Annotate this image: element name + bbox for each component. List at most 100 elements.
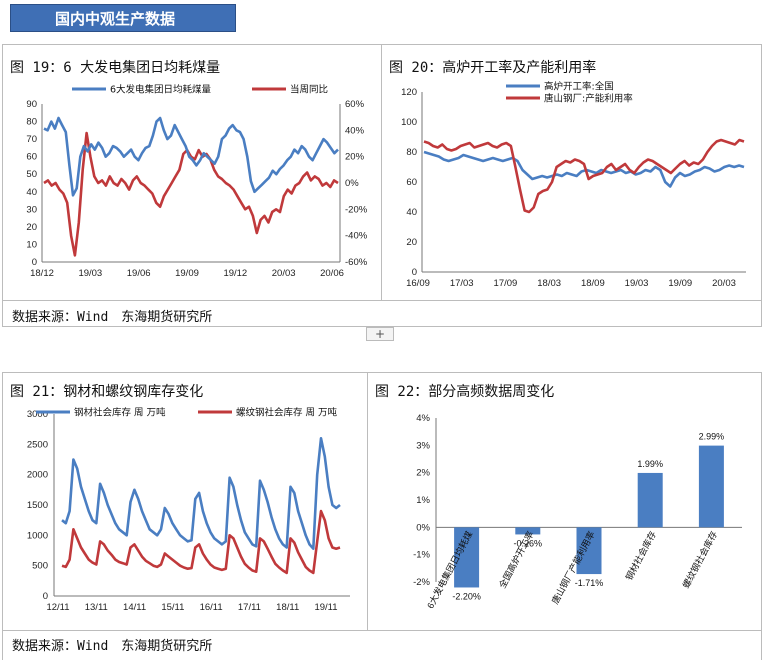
bar bbox=[515, 527, 541, 535]
y-tick-label: 500 bbox=[32, 561, 48, 572]
y-tick-label: 80 bbox=[26, 117, 37, 128]
y-tick-label: 1000 bbox=[27, 530, 48, 541]
data-source: 数据来源：Wind 东海期货研究所 bbox=[12, 639, 213, 654]
y2-tick-label: 40% bbox=[345, 125, 365, 136]
y-tick-label: 3% bbox=[416, 440, 430, 451]
x-tick-label: 20/03 bbox=[712, 278, 736, 289]
fig19-chart: 0 10 20 30 40 50 60 70 80 90 -60% -40% -20% 0% 20% 40% 6… bbox=[26, 84, 368, 280]
x-tick-label: 15/11 bbox=[161, 602, 184, 613]
y-tick-label: 1500 bbox=[27, 500, 48, 511]
x-tick-label: 19/03 bbox=[625, 278, 649, 289]
series-tangshan-line bbox=[423, 138, 745, 214]
y-tick-label: 0 bbox=[32, 257, 37, 268]
x-tick-label: 19/09 bbox=[175, 268, 199, 279]
add-row-button[interactable]: + bbox=[366, 327, 394, 341]
x-tick-label: 17/11 bbox=[238, 602, 261, 613]
divider bbox=[2, 44, 762, 45]
legend-yoy-label: 当周同比 bbox=[290, 84, 328, 96]
bar-value-label: -1.71% bbox=[575, 578, 604, 588]
x-tick-label: 18/03 bbox=[537, 278, 561, 289]
y-tick-label: 60 bbox=[26, 152, 37, 163]
y-tick-label: 90 bbox=[26, 99, 37, 110]
series-bf-rate-line bbox=[423, 150, 745, 188]
y-tick-label: 70 bbox=[26, 134, 37, 145]
x-tick-label: 16/09 bbox=[406, 278, 430, 289]
legend-rebar-label: 螺纹钢社会库存 周 万吨 bbox=[236, 407, 338, 419]
y-tick-label: 20 bbox=[406, 237, 417, 248]
y-tick-label: 4% bbox=[416, 413, 430, 424]
x-tick-label: 17/03 bbox=[450, 278, 474, 289]
y-tick-label: 2% bbox=[416, 468, 430, 479]
x-tick-label: 19/11 bbox=[314, 602, 337, 613]
x-tick-label: 19/03 bbox=[78, 268, 102, 279]
legend-bf-rate-label: 高炉开工率:全国 bbox=[544, 81, 614, 93]
legend-steel-label: 钢材社会库存 周 万吨 bbox=[74, 407, 166, 419]
divider bbox=[2, 630, 762, 631]
x-tick-label: 19/09 bbox=[668, 278, 692, 289]
x-tick-label: 19/06 bbox=[127, 268, 151, 279]
series-steel-inventory-line bbox=[61, 436, 341, 550]
y-tick-label: 1% bbox=[416, 495, 430, 506]
bar bbox=[454, 527, 480, 588]
divider bbox=[381, 44, 382, 300]
x-tick-label: 16/11 bbox=[200, 602, 223, 613]
fig21-title: 图 21：钢材和螺纹钢库存变化 bbox=[10, 384, 204, 400]
y-tick-label: 100 bbox=[401, 117, 417, 128]
fig21-chart: 0 500 1000 1500 2000 2500 3000 12/11 13/11 14/11 1… bbox=[27, 407, 350, 613]
divider bbox=[2, 372, 3, 660]
y-tick-label: -1% bbox=[413, 550, 430, 561]
x-tick-label: 20/03 bbox=[272, 268, 296, 279]
legend-coal-label: 6大发电集团日均耗煤量 bbox=[110, 84, 212, 96]
bar-value-label: 2.99% bbox=[699, 432, 725, 442]
category-label: 钢材社会库存 bbox=[623, 529, 658, 582]
fig22-title: 图 22：部分高频数据周变化 bbox=[375, 384, 555, 400]
fig20-chart: 0 20 40 60 80 100 120 16/09 17/03 17/09 18/03 18/09… bbox=[401, 81, 746, 289]
divider bbox=[2, 372, 762, 373]
fig19-title: 图 19：6 大发电集团日均耗煤量 bbox=[10, 60, 221, 76]
y2-tick-label: 60% bbox=[345, 99, 365, 110]
bar bbox=[637, 472, 663, 528]
y-tick-label: -2% bbox=[413, 577, 430, 588]
y-tick-label: 2500 bbox=[27, 439, 48, 450]
series-rebar-inventory-line bbox=[61, 509, 341, 575]
y-tick-label: 120 bbox=[401, 87, 417, 98]
y-tick-label: 0% bbox=[416, 522, 430, 533]
x-tick-label: 20/06 bbox=[320, 268, 344, 279]
data-source: 数据来源：Wind 东海期货研究所 bbox=[12, 310, 213, 325]
section-banner: 国内中观生产数据 bbox=[10, 4, 236, 32]
divider bbox=[2, 300, 762, 301]
fig20-title: 图 20：高炉开工率及产能利用率 bbox=[389, 60, 597, 76]
x-tick-label: 18/09 bbox=[581, 278, 605, 289]
y-tick-label: 20 bbox=[26, 222, 37, 233]
y-tick-label: 0 bbox=[43, 591, 48, 602]
category-label: 螺纹钢社会库存 bbox=[680, 529, 719, 590]
y-tick-label: 40 bbox=[406, 207, 417, 218]
divider bbox=[761, 44, 762, 326]
divider bbox=[2, 44, 3, 326]
y2-tick-label: 20% bbox=[345, 152, 365, 163]
y-tick-label: 40 bbox=[26, 187, 37, 198]
x-tick-label: 19/12 bbox=[223, 268, 247, 279]
bar bbox=[576, 527, 602, 575]
fig22-chart: -2%-1%0%1%2%3%4%-2.20%6大发电集团日均耗煤 -0.26%全国… bbox=[413, 413, 742, 610]
x-tick-label: 17/09 bbox=[494, 278, 518, 289]
x-tick-label: 18/12 bbox=[30, 268, 54, 279]
y-tick-label: 2000 bbox=[27, 470, 48, 481]
x-tick-label: 14/11 bbox=[123, 602, 146, 613]
bar-value-label: -2.20% bbox=[452, 591, 481, 601]
bar-value-label: 1.99% bbox=[637, 459, 663, 469]
bar bbox=[698, 445, 724, 528]
y2-tick-label: -40% bbox=[345, 231, 368, 242]
y-tick-label: 60 bbox=[406, 177, 417, 188]
y-tick-label: 10 bbox=[26, 239, 37, 250]
series-coal-line bbox=[43, 116, 339, 197]
x-tick-label: 13/11 bbox=[85, 602, 108, 613]
y-tick-label: 50 bbox=[26, 169, 37, 180]
legend-tangshan-label: 唐山钢厂:产能利用率 bbox=[544, 93, 633, 105]
bar-value-label: -0.26% bbox=[514, 538, 543, 548]
y2-tick-label: -60% bbox=[345, 257, 368, 268]
y-tick-label: 3000 bbox=[27, 409, 48, 420]
y2-tick-label: -20% bbox=[345, 204, 368, 215]
x-tick-label: 18/11 bbox=[276, 602, 299, 613]
y2-tick-label: 0% bbox=[345, 178, 359, 189]
